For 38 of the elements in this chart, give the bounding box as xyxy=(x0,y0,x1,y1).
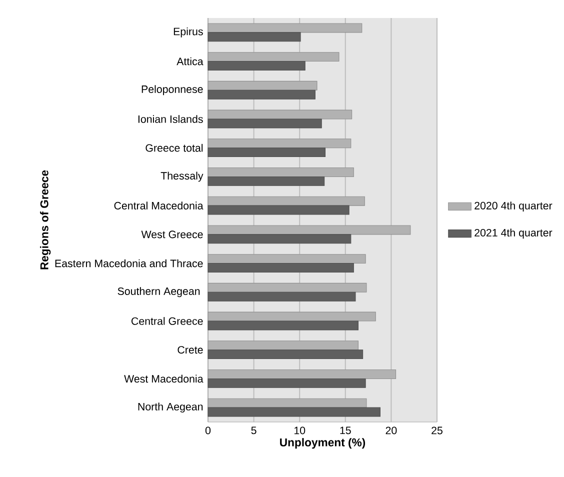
x-tick-label: 0 xyxy=(205,426,211,434)
legend-label: 2020 4th quarter xyxy=(474,202,552,212)
bar xyxy=(208,234,352,244)
y-tick-label: Thessaly xyxy=(160,172,204,182)
y-tick-label: Peloponnese xyxy=(142,85,203,96)
y-tick-label: Central Greece xyxy=(132,317,203,325)
bar xyxy=(208,176,325,186)
y-tick-label: Central Macedonia xyxy=(114,202,204,210)
y-tick-label: North Aegean xyxy=(138,402,203,413)
y-tick-label: Eastern Macedonia and Thrace xyxy=(55,259,203,268)
y-tick-label: Southern Aegean xyxy=(118,287,200,298)
x-axis-title: Unployment (%) xyxy=(280,438,366,449)
bar xyxy=(208,407,380,417)
bar xyxy=(208,292,356,302)
y-tick-label: Crete xyxy=(178,346,203,354)
x-tick-label: 25 xyxy=(432,426,442,434)
y-axis-title: Regions of Greece xyxy=(40,170,51,270)
y-tick-label: Ionian Islands xyxy=(138,115,203,123)
bar xyxy=(208,205,350,215)
y-tick-label: West Greece xyxy=(141,230,203,238)
x-tick-label: 20 xyxy=(386,426,397,434)
x-tick-label: 10 xyxy=(294,426,306,434)
bar xyxy=(208,350,364,360)
bar xyxy=(208,320,358,330)
x-tick-label: 5 xyxy=(251,426,256,434)
y-tick-label: Greece total xyxy=(146,144,203,152)
y-tick-label: West Macedonia xyxy=(124,374,204,383)
bar xyxy=(208,118,322,128)
legend-label: 2021 4th quarter xyxy=(474,228,552,239)
y-tick-label: Attica xyxy=(176,57,204,66)
x-tick-label: 15 xyxy=(340,426,351,434)
bar xyxy=(208,148,326,158)
bar xyxy=(208,90,316,100)
bar xyxy=(208,61,306,70)
y-tick-label: Epirus xyxy=(174,27,203,38)
bar xyxy=(208,32,301,42)
bar xyxy=(208,263,354,272)
bar xyxy=(208,378,366,388)
